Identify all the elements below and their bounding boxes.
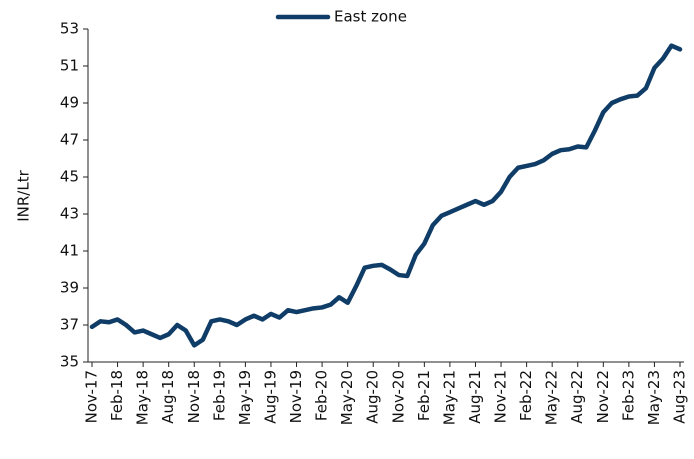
x-tick-label: May-19 — [236, 370, 254, 425]
x-tick-label: May-21 — [440, 370, 458, 425]
y-axis-label: INR/Ltr — [15, 169, 33, 221]
x-tick-label: Aug-19 — [261, 370, 279, 424]
x-tick-label: Feb-23 — [619, 370, 637, 421]
x-tick-label: May-20 — [338, 370, 356, 425]
y-tick-label: 51 — [60, 57, 79, 75]
x-tick-label: Nov-20 — [389, 370, 407, 423]
x-tick-label: Aug-21 — [466, 370, 484, 424]
x-tick-label: Nov-19 — [287, 370, 305, 423]
y-tick-label: 39 — [60, 279, 79, 297]
x-tick-label: Aug-23 — [671, 370, 689, 424]
y-tick-label: 37 — [60, 316, 79, 334]
x-tick-label: Nov-22 — [594, 370, 612, 423]
y-tick-label: 35 — [60, 353, 79, 371]
x-tick-label: May-22 — [543, 370, 561, 425]
x-tick-label: Nov-17 — [83, 370, 101, 423]
x-tick-label: Feb-18 — [108, 370, 126, 421]
y-tick-label: 41 — [60, 242, 79, 260]
legend-label: East zone — [334, 8, 407, 26]
x-tick-label: May-18 — [134, 370, 152, 425]
x-tick-label: Nov-18 — [185, 370, 203, 423]
x-tick-label: Feb-21 — [415, 370, 433, 421]
data-line — [89, 43, 683, 348]
y-tick-label: 53 — [60, 20, 79, 38]
x-tick-label: Feb-22 — [517, 370, 535, 421]
x-tick-label: Aug-20 — [364, 370, 382, 424]
x-tick-label: Aug-18 — [159, 370, 177, 424]
x-tick-label: Nov-21 — [492, 370, 510, 423]
x-tick-label: Feb-20 — [313, 370, 331, 421]
y-tick-label: 49 — [60, 94, 79, 112]
x-tick-label: May-23 — [645, 370, 663, 425]
y-tick-label: 43 — [60, 205, 79, 223]
y-tick-label: 45 — [60, 168, 79, 186]
x-tick-label: Feb-19 — [210, 370, 228, 421]
x-tick-label: Aug-22 — [568, 370, 586, 424]
y-tick-label: 47 — [60, 131, 79, 149]
